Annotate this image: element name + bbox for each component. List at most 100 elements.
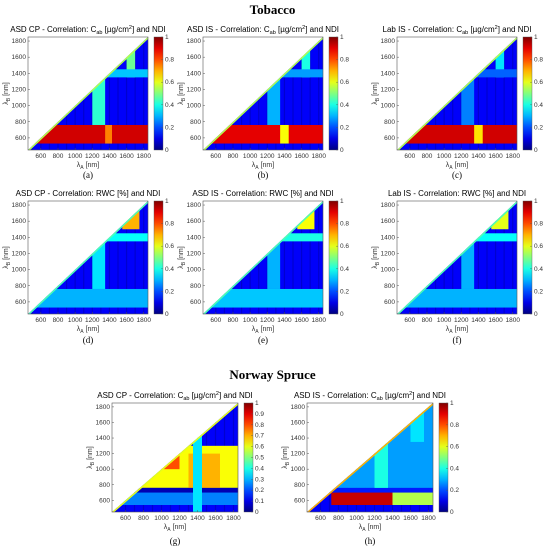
x-tick-label: 1200: [260, 153, 275, 160]
heatmap-stripe: [292, 201, 294, 314]
heatmap-stripe: [31, 37, 33, 150]
x-tick-label: 1400: [277, 153, 292, 160]
heatmap-region-4: [203, 69, 323, 78]
y-tick-label: 600: [99, 497, 110, 504]
heatmap-region-1: [148, 434, 180, 470]
x-tick-label: 600: [120, 515, 131, 522]
heatmap-region-2: [307, 487, 433, 493]
y-tick-label: 1800: [381, 202, 396, 209]
colorbar: [328, 200, 339, 315]
colorbar-tick-label: 0.4: [534, 266, 543, 273]
panel-label-g: (g): [170, 536, 181, 546]
colorbar-tick-label: 0.6: [534, 79, 543, 86]
plot-frame: [202, 36, 324, 151]
heatmap-region-4: [28, 69, 148, 78]
colorbar-tick-label: 0.4: [165, 102, 174, 109]
x-tick-label: 1000: [437, 153, 452, 160]
panel-label-d: (d): [83, 335, 94, 345]
panel-c: 600 800 1000 1200 1400 1600 180060080010001200…: [372, 25, 543, 180]
x-tick-label: 800: [333, 515, 344, 522]
x-tick-label: 1200: [85, 153, 100, 160]
y-tick-label: 600: [384, 299, 395, 306]
x-tick-label: 1600: [119, 317, 134, 324]
plot-frame: [396, 200, 518, 315]
heatmap-d: [28, 201, 148, 314]
colorbar-tick-label: 0: [340, 311, 344, 318]
y-tick-label: 1600: [12, 54, 27, 61]
heatmap-region-0: [397, 288, 517, 308]
heatmap-b: [203, 37, 323, 150]
heatmap-region-0: [28, 288, 148, 308]
panel-f: 600 800 1000 1200 1400 1600 180060080010001200…: [372, 189, 543, 345]
x-tick-label: 1600: [119, 153, 134, 160]
y-tick-label: 1400: [381, 70, 396, 77]
heatmap-stripe: [117, 201, 119, 314]
heatmap-region-5: [193, 403, 202, 512]
x-tick-label: 1000: [68, 317, 83, 324]
y-tick-label: 800: [384, 119, 395, 126]
x-axis-label: λA [nm]: [252, 326, 274, 335]
heatmap-stripe: [319, 403, 322, 512]
x-tick-label: 800: [422, 317, 433, 324]
heatmap-stripe: [292, 37, 294, 150]
y-tick-label: 800: [99, 482, 110, 489]
panel-h: 600 800 1000 1200 1400 1600 180060080010001200…: [282, 391, 459, 546]
x-tick-label: 1400: [471, 153, 486, 160]
x-tick-label: 1800: [311, 317, 326, 324]
heatmap-stripe: [115, 403, 118, 512]
x-tick-label: 800: [228, 153, 239, 160]
x-tick-label: 1600: [294, 317, 309, 324]
y-tick-label: 1600: [96, 419, 111, 426]
x-tick-label: 800: [228, 317, 239, 324]
panel-a: 600 800 1000 1200 1400 1600 180060080010001200…: [3, 25, 174, 180]
heatmap-stripe: [318, 37, 320, 150]
heatmap-stripe: [494, 201, 497, 314]
x-tick-label: 1800: [505, 153, 520, 160]
x-tick-label: 1800: [226, 515, 241, 522]
panel-label-b: (b): [258, 170, 269, 180]
y-tick-label: 1800: [381, 38, 396, 45]
heatmap-stripe: [400, 37, 402, 150]
y-tick-label: 800: [190, 283, 201, 290]
colorbar-tick-label: 0.7: [255, 433, 264, 440]
x-tick-label: 600: [404, 153, 415, 160]
x-tick-label: 1200: [85, 317, 100, 324]
y-tick-label: 1600: [187, 54, 202, 61]
colorbar-tick-label: 0.6: [534, 243, 543, 250]
panel-title: ASD IS - Correlation: RWC [%] and NDI: [192, 189, 333, 198]
heatmap-region-1: [105, 124, 112, 144]
y-tick-label: 800: [190, 119, 201, 126]
x-tick-label: 600: [210, 317, 221, 324]
x-tick-label: 1000: [243, 153, 258, 160]
x-tick-label: 1600: [488, 317, 503, 324]
colorbar-tick-label: 0.8: [450, 422, 459, 429]
colorbar-tick-label: 0: [340, 147, 344, 154]
y-tick-label: 1200: [291, 451, 306, 458]
x-tick-label: 600: [404, 317, 415, 324]
heatmap-g: [112, 403, 238, 512]
colorbar-tick-label: 0.6: [340, 79, 349, 86]
y-tick-label: 1600: [381, 218, 396, 225]
heatmap-region-0: [203, 124, 323, 144]
colorbar-tick-label: 0.2: [340, 288, 349, 295]
panel-title: ASD CP - Correlation: RWC [%] and NDI: [16, 189, 161, 198]
heatmap-region-4: [397, 69, 517, 78]
heatmap-stripe: [283, 37, 286, 150]
y-tick-label: 1400: [187, 234, 202, 241]
heatmap-stripe: [400, 201, 402, 314]
panel-g: 600 800 1000 1200 1400 1600 180060080010001200…: [87, 391, 264, 546]
x-axis-label: λA [nm]: [77, 162, 99, 171]
heatmap-stripe: [283, 201, 286, 314]
y-tick-label: 1800: [187, 38, 202, 45]
x-tick-label: 1200: [172, 515, 187, 522]
y-axis-label: λB [nm]: [3, 82, 12, 104]
colorbar-tick-label: 0.6: [450, 444, 459, 451]
panel-title: ASD IS - Correlation: Cab [µg/cm2] and N…: [187, 25, 339, 36]
panel-d: 600 800 1000 1200 1400 1600 180060080010001200…: [3, 189, 174, 345]
heatmap-stripe: [477, 201, 480, 314]
x-tick-label: 1800: [136, 317, 151, 324]
heatmap-region-2: [491, 201, 509, 230]
y-tick-label: 1200: [12, 86, 27, 93]
heatmap-stripe: [328, 403, 331, 512]
colorbar-tick-label: 1: [340, 198, 344, 205]
